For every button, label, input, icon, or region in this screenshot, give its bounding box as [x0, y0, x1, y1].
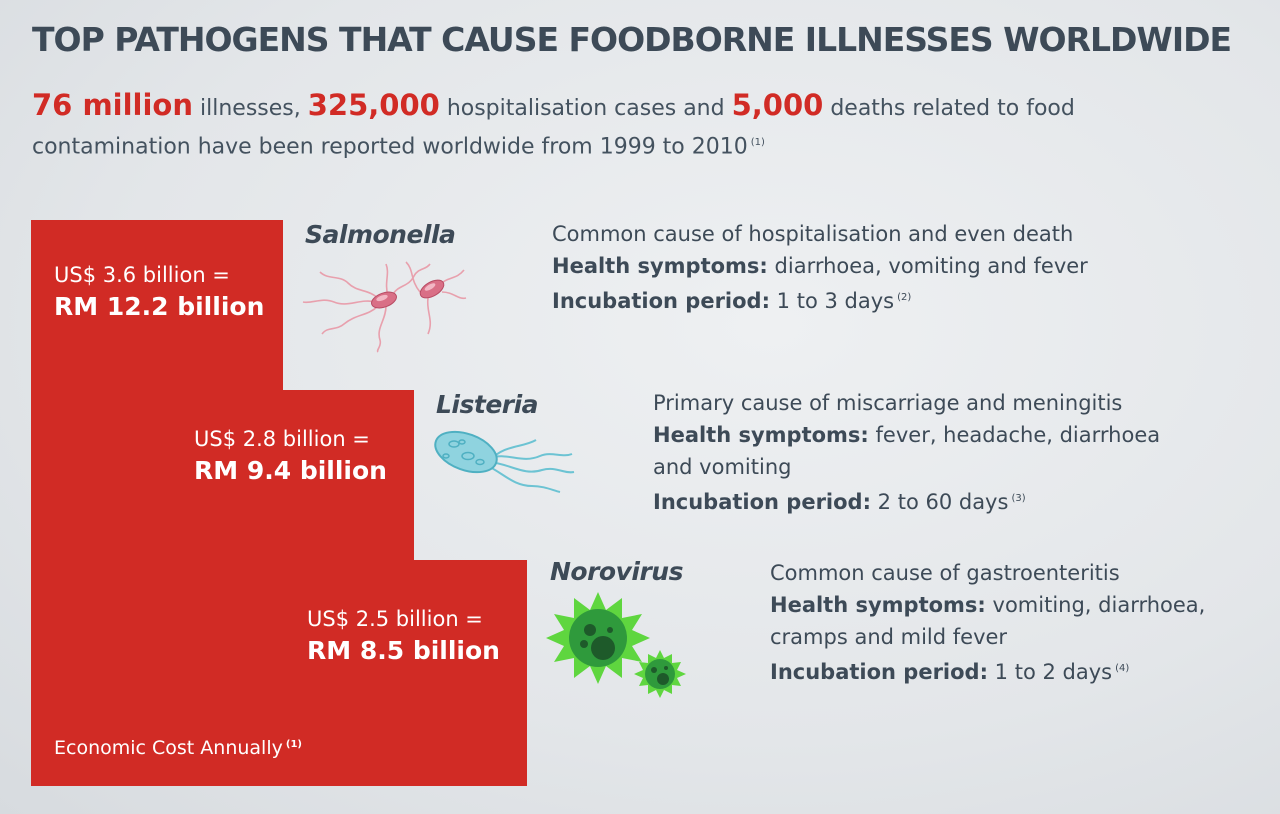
salmonella-symptoms: diarrhoea, vomiting and fever — [774, 254, 1088, 278]
norovirus-symptoms-line2: cramps and mild fever — [770, 625, 1008, 649]
intro-statement: 76 million illnesses, 325,000 hospitalis… — [32, 88, 1232, 164]
listeria-cost-usd: US$ 2.8 billion = — [194, 427, 370, 451]
norovirus-virus-icon — [546, 592, 686, 698]
norovirus-details: Common cause of gastroenteritis Health s… — [770, 557, 1205, 688]
economic-cost-caption: Economic Cost Annually (1) — [54, 737, 302, 759]
salmonella-incubation-label: Incubation period: — [552, 289, 770, 313]
norovirus-incubation-label: Incubation period: — [770, 660, 988, 684]
norovirus-symptoms-line1: vomiting, diarrhoea, — [992, 593, 1206, 617]
listeria-symptoms-line1: fever, headache, diarrhoea — [875, 423, 1161, 447]
economic-cost-reference: (1) — [285, 738, 302, 750]
hospitalisation-text: hospitalisation cases and — [439, 96, 732, 121]
hospitalisation-count: 325,000 — [307, 88, 440, 122]
norovirus-symptoms-label: Health symptoms: — [770, 593, 986, 617]
intro-reference: (1) — [750, 137, 765, 148]
norovirus-cost-usd: US$ 2.5 billion = — [307, 607, 483, 631]
norovirus-incubation: 1 to 2 days — [994, 660, 1113, 684]
listeria-symptoms-line2: and vomiting — [653, 455, 792, 479]
norovirus-reference: (4) — [1115, 663, 1130, 674]
cost-staircase-shape — [31, 220, 527, 786]
listeria-name: Listeria — [436, 390, 539, 419]
listeria-description: Primary cause of miscarriage and meningi… — [653, 391, 1123, 415]
salmonella-incubation: 1 to 3 days — [776, 289, 895, 313]
page-title: TOP PATHOGENS THAT CAUSE FOODBORNE ILLNE… — [32, 20, 1232, 59]
listeria-cost-rm: RM 9.4 billion — [194, 456, 387, 485]
listeria-incubation: 2 to 60 days — [877, 490, 1009, 514]
deaths-count: 5,000 — [731, 88, 824, 122]
norovirus-cost-rm: RM 8.5 billion — [307, 636, 500, 665]
salmonella-name: Salmonella — [305, 220, 456, 249]
salmonella-symptoms-label: Health symptoms: — [552, 254, 768, 278]
salmonella-bacteria-icon — [302, 261, 467, 353]
deaths-text: deaths related to food contamination hav… — [32, 96, 1075, 160]
economic-cost-label: Economic Cost Annually — [54, 737, 283, 759]
salmonella-details: Common cause of hospitalisation and even… — [552, 218, 1088, 317]
salmonella-cost-rm: RM 12.2 billion — [54, 292, 265, 321]
listeria-incubation-label: Incubation period: — [653, 490, 871, 514]
salmonella-cost: US$ 3.6 billion = RM 12.2 billion — [54, 260, 264, 324]
salmonella-cost-usd: US$ 3.6 billion = — [54, 263, 230, 287]
listeria-reference: (3) — [1011, 493, 1026, 504]
listeria-cost: US$ 2.8 billion = RM 9.4 billion — [194, 424, 387, 488]
listeria-bacteria-icon — [434, 430, 575, 493]
illnesses-count: 76 million — [32, 88, 194, 122]
salmonella-reference: (2) — [897, 292, 912, 303]
norovirus-name: Norovirus — [550, 557, 683, 586]
norovirus-description: Common cause of gastroenteritis — [770, 561, 1120, 585]
illnesses-text: illnesses, — [193, 96, 308, 121]
listeria-details: Primary cause of miscarriage and meningi… — [653, 387, 1160, 518]
listeria-symptoms-label: Health symptoms: — [653, 423, 869, 447]
salmonella-description: Common cause of hospitalisation and even… — [552, 222, 1074, 246]
norovirus-cost: US$ 2.5 billion = RM 8.5 billion — [307, 604, 500, 668]
